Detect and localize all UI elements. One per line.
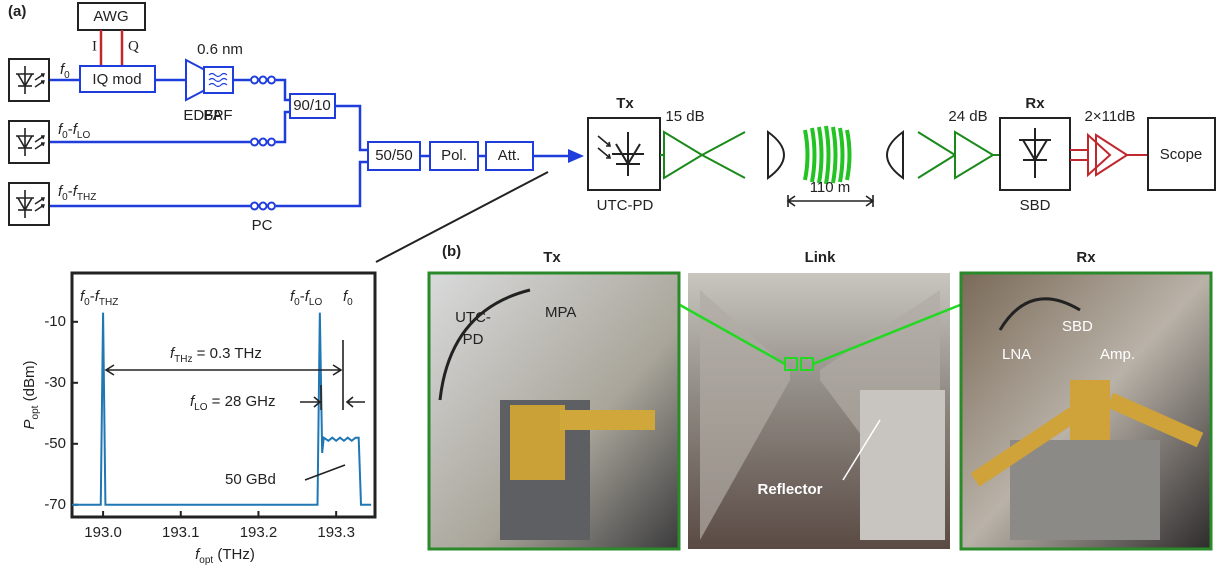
photo-label: LNA xyxy=(1002,346,1031,363)
awg-label: AWG xyxy=(93,8,128,25)
x-tick-label: 193.2 xyxy=(240,524,278,541)
panel-label: (a) xyxy=(8,3,26,20)
zoom-line xyxy=(376,172,548,262)
fiber xyxy=(50,162,368,206)
x-tick-label: 193.1 xyxy=(162,524,200,541)
photo-label: UTC- xyxy=(455,309,491,326)
photo-label: SBD xyxy=(1062,318,1093,335)
annotation: 50 GBd xyxy=(225,471,276,488)
coupler-label: 50/50 xyxy=(375,147,413,164)
photo-title: Rx xyxy=(1076,249,1096,266)
label-part: opt xyxy=(199,555,213,566)
label-part: (THz) xyxy=(213,546,255,563)
sbd-label: SBD xyxy=(1020,197,1051,214)
laser xyxy=(9,59,49,101)
y-tick-label: -70 xyxy=(44,496,66,513)
reflector xyxy=(860,390,945,540)
iq-mod-label: IQ mod xyxy=(92,71,141,88)
i-label: I xyxy=(92,38,97,54)
lens xyxy=(768,132,784,178)
rx-gain: 24 dB xyxy=(948,108,987,125)
tx-gain: 15 dB xyxy=(665,108,704,125)
x-tick-label: 193.3 xyxy=(317,524,355,541)
polarizer-label: Pol. xyxy=(441,147,467,164)
bpf-label: BPF xyxy=(203,107,232,124)
mount xyxy=(1010,440,1160,540)
label-part: 0 xyxy=(347,297,353,308)
label-part: LO xyxy=(77,130,91,141)
spectrum-chart: -10 -30 -50 -70 193.0 193.1 193.2 193.3 fopt (TH… xyxy=(21,273,375,566)
coupler-label: 90/10 xyxy=(293,97,331,114)
tx-label: Tx xyxy=(616,95,634,112)
label-part: THz xyxy=(174,354,192,365)
y-tick-label: -10 xyxy=(44,313,66,330)
module xyxy=(510,405,565,480)
label: fopt (THz) xyxy=(195,546,255,566)
panel-label: (b) xyxy=(442,243,461,260)
label: f0-fLO xyxy=(58,121,90,141)
thz-waves xyxy=(805,126,850,184)
pc-label: PC xyxy=(252,217,273,234)
attenuator-label: Att. xyxy=(498,147,521,164)
horn-antenna xyxy=(702,132,745,178)
laser xyxy=(9,183,49,225)
distance-label: 110 m xyxy=(810,179,851,196)
arrow-head xyxy=(568,149,584,163)
photo-label: PD xyxy=(463,331,484,348)
amplifier xyxy=(1088,135,1127,175)
distance-arrow xyxy=(788,195,873,207)
label-part: (dBm) xyxy=(21,361,38,406)
waveguide xyxy=(560,410,655,430)
label: f0-fTHZ xyxy=(58,183,96,203)
polarization-controller xyxy=(251,139,275,146)
amplifier xyxy=(955,132,993,178)
label-part: LO xyxy=(309,297,323,308)
polarization-controller xyxy=(251,77,275,84)
photo-title: Link xyxy=(805,249,836,266)
figure: (a) AWG I Q IQ mod EDFA 0.6 nm BPF 90/10… xyxy=(0,0,1220,574)
label: f0 xyxy=(60,61,70,81)
horn-antenna xyxy=(918,132,955,178)
q-label: Q xyxy=(128,38,139,54)
label-part: 0 xyxy=(64,70,70,81)
utc-pd-label: UTC-PD xyxy=(597,197,654,214)
polarization-controller xyxy=(251,203,275,210)
y-tick-label: -50 xyxy=(44,435,66,452)
x-tick-label: 193.0 xyxy=(84,524,122,541)
bpf-box xyxy=(204,67,233,93)
label-part: THZ xyxy=(77,192,96,203)
scope-label: Scope xyxy=(1160,146,1203,163)
rx-label: Rx xyxy=(1025,95,1045,112)
lens xyxy=(887,132,903,178)
photo-label: Amp. xyxy=(1100,346,1135,363)
photo-label: Reflector xyxy=(757,481,822,498)
label-part: = 28 GHz xyxy=(208,393,276,410)
photo-label: MPA xyxy=(545,304,576,321)
label-part: opt xyxy=(30,405,41,419)
amplifier xyxy=(664,132,702,178)
label-part: P xyxy=(21,419,38,429)
label: Popt (dBm) xyxy=(21,361,41,430)
label-part: THZ xyxy=(99,297,118,308)
bpf-width: 0.6 nm xyxy=(197,41,243,58)
amp-gain: 2×11dB xyxy=(1084,108,1135,125)
label-part: = 0.3 THz xyxy=(193,345,262,362)
label-part: LO xyxy=(194,402,208,413)
photo-title: Tx xyxy=(543,249,561,266)
y-tick-label: -30 xyxy=(44,374,66,391)
laser xyxy=(9,121,49,163)
